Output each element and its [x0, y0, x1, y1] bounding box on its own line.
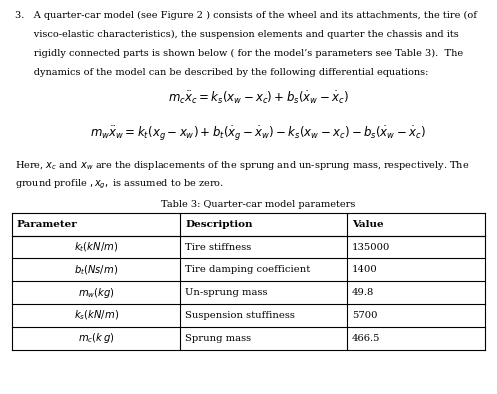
Text: 466.5: 466.5 [352, 334, 380, 343]
Text: Tire damping coefficient: Tire damping coefficient [185, 266, 311, 274]
Text: Suspension stuffiness: Suspension stuffiness [185, 311, 295, 320]
Text: Un-sprung mass: Un-sprung mass [185, 288, 268, 297]
Text: Value: Value [352, 220, 384, 229]
Text: $m_c(k\,g)$: $m_c(k\,g)$ [78, 331, 115, 346]
Text: Parameter: Parameter [16, 220, 77, 229]
Text: $k_s(kN/m)$: $k_s(kN/m)$ [74, 309, 119, 322]
Text: Sprung mass: Sprung mass [185, 334, 251, 343]
Text: 135000: 135000 [352, 243, 390, 251]
Text: 5700: 5700 [352, 311, 377, 320]
Text: 49.8: 49.8 [352, 288, 374, 297]
Text: Here, $x_c$ and $x_w$ are the displacements of the sprung and un-sprung mass, re: Here, $x_c$ and $x_w$ are the displaceme… [15, 159, 469, 172]
Text: Description: Description [185, 220, 253, 229]
Text: $m_w\ddot{x}_w = k_t(x_g - x_w) + b_t(\dot{x}_g - \dot{x}_w) - k_s(x_w - x_c) - : $m_w\ddot{x}_w = k_t(x_g - x_w) + b_t(\d… [90, 125, 426, 143]
Text: rigidly connected parts is shown below ( for the model’s parameters see Table 3): rigidly connected parts is shown below (… [15, 49, 463, 58]
Text: Table 3: Quarter-car model parameters: Table 3: Quarter-car model parameters [161, 200, 356, 209]
Text: $b_t(Ns/m)$: $b_t(Ns/m)$ [75, 263, 118, 277]
Text: Tire stiffness: Tire stiffness [185, 243, 251, 251]
Text: $m_c\ddot{x}_c = k_s(x_w - x_c) + b_s(\dot{x}_w - \dot{x}_c)$: $m_c\ddot{x}_c = k_s(x_w - x_c) + b_s(\d… [168, 90, 349, 106]
Text: 3.   A quarter-car model (see Figure 2 ) consists of the wheel and its attachmen: 3. A quarter-car model (see Figure 2 ) c… [15, 11, 477, 20]
Text: visco-elastic characteristics), the suspension elements and quarter the chassis : visco-elastic characteristics), the susp… [15, 30, 459, 39]
Text: dynamics of the model can be described by the following differential equations:: dynamics of the model can be described b… [15, 68, 428, 77]
Text: 1400: 1400 [352, 266, 378, 274]
Text: $k_t(kN/m)$: $k_t(kN/m)$ [75, 240, 118, 254]
Text: $m_w(kg)$: $m_w(kg)$ [78, 286, 115, 300]
Text: ground profile $,x_g,$ is assumed to be zero.: ground profile $,x_g,$ is assumed to be … [15, 178, 224, 191]
